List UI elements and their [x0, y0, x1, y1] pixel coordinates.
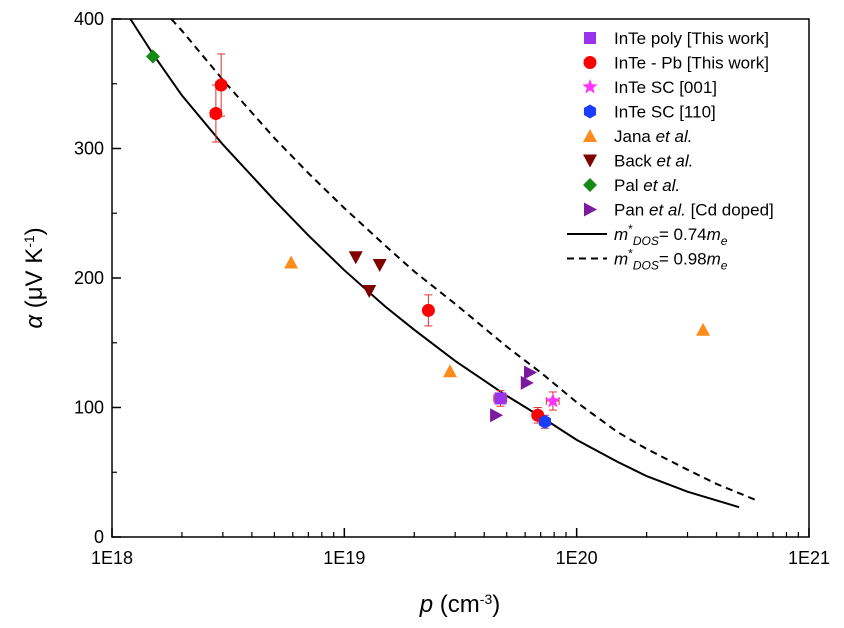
data-point-star [545, 393, 561, 408]
legend-marker-square [584, 32, 596, 44]
legend-label-part: Jana [614, 127, 656, 146]
legend-label-part: m [707, 250, 721, 269]
legend-label: Back et al. [614, 152, 693, 171]
data-point-triangle-down [362, 284, 377, 298]
data-point-triangle-up [284, 255, 299, 269]
legend-label-part: et al. [656, 127, 693, 146]
data-point-triangle-up [443, 364, 458, 378]
y-tick-label: 200 [74, 268, 104, 288]
legend-label-part: m [614, 250, 628, 269]
legend-label-part: InTe poly [This work] [614, 29, 769, 48]
y-axis-title-close: ) [21, 227, 48, 235]
data-point-triangle-down [348, 251, 363, 265]
error-bars [209, 53, 560, 429]
legend-label-part: et al. [657, 152, 694, 171]
legend-label: Pal et al. [614, 176, 680, 195]
legend-label-part: DOS [633, 259, 659, 273]
legend-label: Pan et al. [Cd doped] [614, 201, 774, 220]
y-tick-label: 0 [94, 527, 104, 547]
legend-label: Jana et al. [614, 127, 692, 146]
legend-item: m*DOS= 0.74me [567, 222, 728, 248]
data-point-circle [421, 303, 435, 317]
legend-marker-hexagon [583, 104, 597, 119]
legend-item: Back et al. [583, 152, 693, 171]
curve-solid [129, 18, 740, 509]
legend-item: InTe poly [This work] [584, 29, 769, 48]
y-axis-title-symbol: α [21, 314, 48, 329]
legend-item: Pan et al. [Cd doped] [584, 201, 774, 220]
y-tick-label: 400 [74, 9, 104, 29]
data-point-triangle-up [696, 322, 711, 336]
y-axis-title-exponent: -1 [21, 235, 37, 248]
legend-label-part: InTe SC [110] [614, 103, 716, 122]
y-axis-ticks: 0 100 200 300 400 [74, 9, 121, 547]
legend-label: InTe SC [110] [614, 103, 716, 122]
legend-label-part: * [628, 222, 633, 236]
data-points [145, 49, 711, 429]
legend-item: Jana et al. [583, 127, 692, 146]
x-axis-title-symbol: p [419, 591, 433, 618]
legend-marker-circle [583, 56, 597, 69]
y-tick-label: 300 [74, 139, 104, 159]
legend-label-part: DOS [633, 234, 659, 248]
legend-label-part: et al. [643, 176, 680, 195]
legend-label: m*DOS= 0.98me [614, 247, 728, 273]
x-tick-label: 1E19 [323, 548, 365, 568]
data-point-circle [214, 78, 228, 92]
legend-label-part: * [628, 247, 633, 261]
legend-label-part: InTe - Pb [This work] [614, 54, 769, 73]
legend-item: InTe SC [110] [583, 103, 716, 122]
legend-label-part: = 0.74 [659, 225, 707, 244]
model-curves [129, 18, 758, 509]
legend-item: InTe SC [001] [582, 78, 717, 97]
legend-marker-triangle-down [583, 154, 597, 168]
legend-label-part: e [721, 234, 728, 248]
x-axis-title-unit: (cm [433, 591, 480, 618]
legend: InTe poly [This work] InTe - Pb [This wor… [567, 29, 774, 273]
x-tick-label: 1E18 [91, 548, 133, 568]
legend-label-part: Pan [614, 201, 649, 220]
data-point-triangle-right [520, 375, 534, 390]
legend-marker-triangle-up [583, 129, 597, 142]
legend-label-part: InTe SC [001] [614, 78, 717, 97]
legend-label-part: = 0.98 [659, 250, 707, 269]
legend-label-part: Back [614, 152, 657, 171]
x-axis-title-close: ) [492, 591, 500, 618]
legend-label: m*DOS= 0.74me [614, 222, 728, 248]
legend-marker-triangle-right [584, 202, 597, 217]
legend-label-part: Pal [614, 176, 643, 195]
x-tick-label: 1E21 [788, 548, 830, 568]
x-axis-title: p (cm-3) [419, 591, 500, 618]
legend-item: m*DOS= 0.98me [567, 247, 728, 273]
x-axis-title-exponent: -3 [480, 591, 493, 607]
legend-item: Pal et al. [583, 176, 680, 195]
data-point-triangle-right [490, 408, 504, 423]
data-point-hexagon [538, 414, 551, 429]
data-point-square [494, 392, 507, 405]
legend-label-part: m [707, 225, 721, 244]
x-axis-ticks: 1E18 1E19 1E20 1E21 [91, 528, 830, 568]
legend-marker-star [582, 79, 598, 94]
legend-label-part: et al. [649, 201, 686, 220]
legend-label: InTe - Pb [This work] [614, 54, 769, 73]
legend-item: InTe - Pb [This work] [583, 54, 769, 73]
legend-marker-diamond [583, 178, 597, 192]
legend-label: InTe poly [This work] [614, 29, 769, 48]
y-axis-title: α (μV K-1) [21, 227, 48, 328]
x-tick-label: 1E20 [556, 548, 598, 568]
data-point-triangle-down [372, 259, 387, 273]
data-point-circle [209, 107, 223, 121]
data-point-triangle-right [524, 365, 538, 380]
legend-label: InTe SC [001] [614, 78, 717, 97]
legend-label-part: [Cd doped] [686, 201, 774, 220]
data-point-diamond [145, 49, 160, 64]
legend-label-part: e [721, 259, 728, 273]
legend-label-part: m [614, 225, 628, 244]
y-tick-label: 100 [74, 398, 104, 418]
y-axis-title-unit: (μV K [21, 248, 48, 315]
